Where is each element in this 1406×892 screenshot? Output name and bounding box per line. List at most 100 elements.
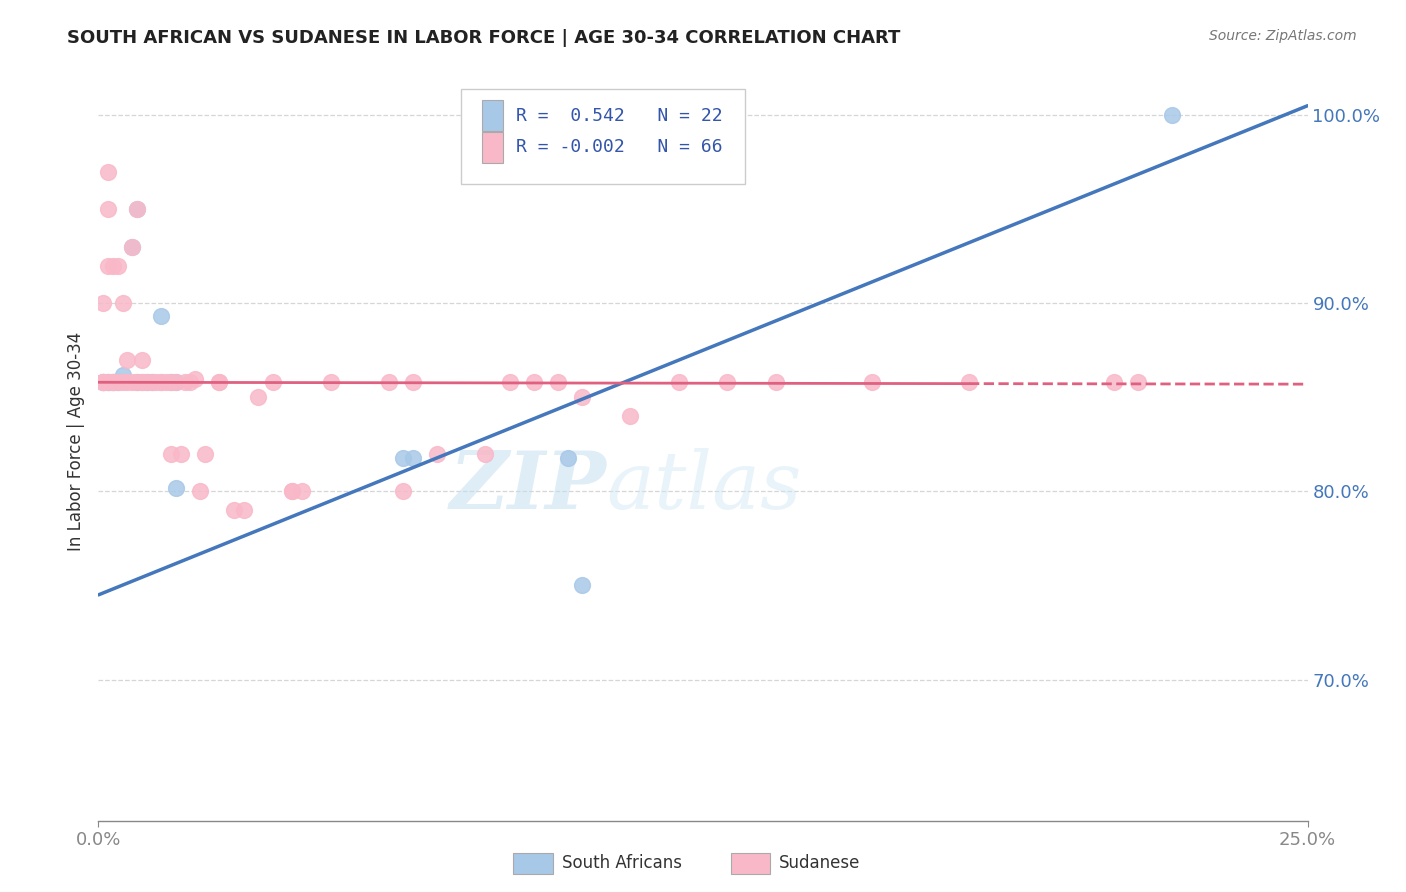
Point bbox=[169, 447, 191, 461]
Point bbox=[571, 390, 593, 404]
Point bbox=[208, 376, 231, 390]
Point bbox=[150, 376, 173, 390]
Point bbox=[150, 376, 173, 390]
Point bbox=[101, 376, 124, 390]
Point bbox=[619, 409, 641, 424]
Point bbox=[127, 202, 149, 217]
Point bbox=[97, 164, 120, 178]
Point bbox=[174, 376, 197, 390]
Point bbox=[141, 376, 163, 390]
Point bbox=[131, 376, 153, 390]
Text: atlas: atlas bbox=[606, 449, 801, 525]
Point bbox=[160, 447, 183, 461]
Point bbox=[523, 376, 546, 390]
FancyBboxPatch shape bbox=[461, 89, 745, 184]
Point bbox=[290, 484, 312, 499]
Point bbox=[319, 376, 342, 390]
Point bbox=[127, 376, 149, 390]
Point bbox=[426, 447, 449, 461]
Point bbox=[101, 259, 124, 273]
Text: ZIP: ZIP bbox=[450, 449, 606, 525]
Point bbox=[716, 376, 738, 390]
Point bbox=[111, 296, 134, 310]
Point bbox=[1128, 376, 1150, 390]
Point bbox=[957, 376, 980, 390]
Point bbox=[377, 376, 399, 390]
Point bbox=[208, 376, 231, 390]
Point bbox=[145, 376, 167, 390]
Point bbox=[107, 376, 129, 390]
Text: Source: ZipAtlas.com: Source: ZipAtlas.com bbox=[1209, 29, 1357, 43]
Point bbox=[474, 447, 496, 461]
Point bbox=[194, 447, 217, 461]
Point bbox=[107, 376, 129, 390]
Point bbox=[165, 481, 187, 495]
Point bbox=[860, 376, 883, 390]
Point bbox=[91, 376, 114, 390]
Point bbox=[97, 202, 120, 217]
Point bbox=[179, 376, 201, 390]
Point bbox=[97, 376, 120, 390]
Point bbox=[101, 376, 124, 390]
Point bbox=[160, 376, 183, 390]
Point bbox=[121, 376, 143, 390]
Point bbox=[498, 376, 520, 390]
Point bbox=[222, 503, 245, 517]
Point bbox=[765, 376, 787, 390]
Point bbox=[107, 259, 129, 273]
Point bbox=[117, 376, 139, 390]
Point bbox=[97, 376, 120, 390]
Point bbox=[141, 376, 163, 390]
Point bbox=[262, 376, 284, 390]
Point bbox=[668, 376, 690, 390]
Point bbox=[547, 376, 569, 390]
Point bbox=[184, 371, 207, 385]
Point bbox=[150, 310, 173, 324]
Point bbox=[571, 578, 593, 592]
Point bbox=[232, 503, 254, 517]
Point bbox=[111, 376, 134, 390]
Point bbox=[91, 376, 114, 390]
Point bbox=[121, 240, 143, 254]
Point bbox=[165, 376, 187, 390]
Point bbox=[91, 376, 114, 390]
Point bbox=[91, 376, 114, 390]
Point bbox=[281, 484, 304, 499]
Point bbox=[127, 202, 149, 217]
Point bbox=[247, 390, 270, 404]
Point bbox=[160, 376, 183, 390]
Point bbox=[101, 376, 124, 390]
Text: R = -0.002   N = 66: R = -0.002 N = 66 bbox=[516, 138, 723, 156]
Point bbox=[402, 450, 425, 465]
Point bbox=[101, 376, 124, 390]
Point bbox=[131, 376, 153, 390]
Point bbox=[155, 376, 177, 390]
Y-axis label: In Labor Force | Age 30-34: In Labor Force | Age 30-34 bbox=[66, 332, 84, 551]
Point bbox=[135, 376, 157, 390]
Point bbox=[111, 368, 134, 382]
Point bbox=[121, 240, 143, 254]
Text: R =  0.542   N = 22: R = 0.542 N = 22 bbox=[516, 106, 723, 125]
Point bbox=[557, 450, 579, 465]
Point bbox=[188, 484, 211, 499]
Point bbox=[97, 376, 120, 390]
FancyBboxPatch shape bbox=[482, 101, 503, 130]
Text: Sudanese: Sudanese bbox=[779, 855, 860, 872]
Point bbox=[392, 484, 415, 499]
Point bbox=[117, 352, 139, 367]
Point bbox=[281, 484, 304, 499]
Point bbox=[165, 376, 187, 390]
Point bbox=[127, 376, 149, 390]
Point bbox=[97, 259, 120, 273]
Point bbox=[1161, 108, 1184, 122]
Point bbox=[135, 376, 157, 390]
Point bbox=[91, 376, 114, 390]
Point bbox=[91, 296, 114, 310]
Point bbox=[392, 450, 415, 465]
Point bbox=[131, 352, 153, 367]
Point bbox=[402, 376, 425, 390]
FancyBboxPatch shape bbox=[482, 132, 503, 162]
Point bbox=[1102, 376, 1125, 390]
Text: SOUTH AFRICAN VS SUDANESE IN LABOR FORCE | AGE 30-34 CORRELATION CHART: SOUTH AFRICAN VS SUDANESE IN LABOR FORCE… bbox=[67, 29, 901, 46]
Text: South Africans: South Africans bbox=[562, 855, 682, 872]
